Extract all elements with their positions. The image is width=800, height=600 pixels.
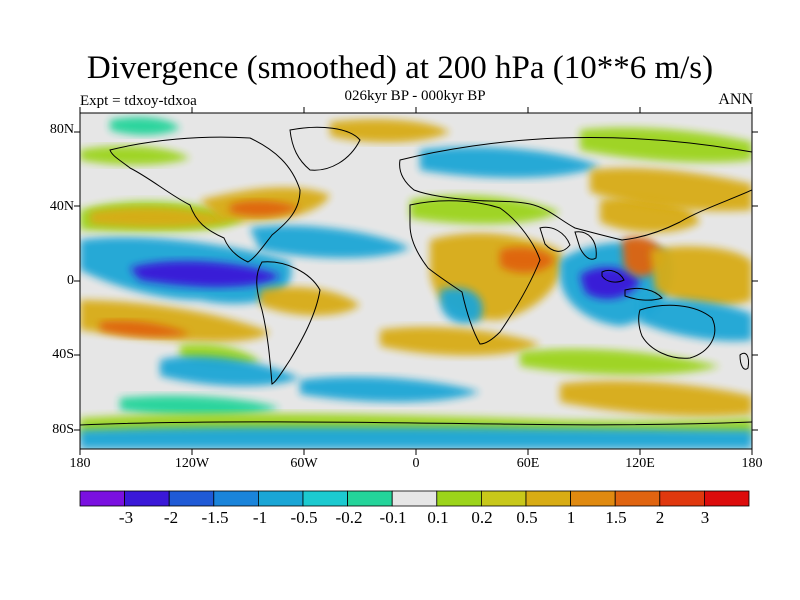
coastline (574, 231, 597, 260)
divergence-contour (260, 286, 360, 316)
x-tick-label: 60W (290, 456, 318, 471)
colorbar-label: -0.1 (379, 508, 407, 527)
divergence-contour (250, 225, 410, 258)
colorbar-box (570, 490, 616, 507)
coastline (289, 126, 361, 171)
divergence-contour (160, 356, 300, 387)
colorbar-box (704, 490, 750, 507)
colorbar-box (391, 490, 438, 507)
y-tick-label: 0 (67, 273, 74, 288)
coastlines (80, 126, 752, 426)
divergence-contour (590, 167, 752, 212)
colorbar-label: 0.5 (516, 508, 538, 527)
colorbar-box (480, 490, 527, 507)
colorbar-box (302, 490, 348, 507)
y-tick-label: 80S (52, 422, 74, 437)
divergence-contour (560, 380, 752, 417)
colorbar (79, 490, 750, 507)
colorbar-box (213, 490, 259, 507)
experiment-label: Expt = tdxoy-tdxoa (80, 93, 197, 109)
divergence-contour (80, 145, 190, 165)
y-tick-label: 80N (49, 122, 74, 137)
divergence-contour (230, 200, 300, 217)
colorbar-label: -3 (118, 508, 134, 527)
divergence-contour (80, 426, 752, 449)
divergence-contour (300, 376, 480, 402)
coastline (739, 352, 749, 370)
divergence-contour (580, 127, 752, 163)
x-tick-label: 120W (174, 456, 210, 471)
colorbar-label: 3 (700, 508, 710, 527)
divergence-contour (330, 119, 450, 143)
colorbar-label: 2 (655, 508, 665, 527)
divergence-contour (130, 261, 280, 288)
colorbar-label: -1.5 (201, 508, 229, 527)
divergence-contour (110, 117, 180, 135)
colorbar-box (614, 490, 661, 507)
colorbar-label: -0.5 (290, 508, 318, 527)
colorbar-box (79, 490, 125, 507)
y-tick-label: 40S (52, 347, 74, 362)
colorbar-box (659, 490, 705, 507)
colorbar-box (525, 490, 571, 507)
colorbar-box (257, 490, 304, 507)
colorbar-label: 0.2 (471, 508, 493, 527)
x-tick-label: 180 (741, 456, 763, 471)
coastline (109, 136, 301, 263)
colorbar-label: -2 (163, 508, 179, 527)
x-tick-label: 120E (625, 456, 655, 471)
divergence-contour (640, 298, 752, 342)
divergence-contour (380, 326, 540, 356)
colorbar-box (347, 490, 393, 507)
coastline (409, 200, 541, 345)
colorbar-label: 0.1 (427, 508, 449, 527)
colorbar-label: -1 (252, 508, 268, 527)
coastline (399, 137, 752, 241)
coastline (638, 304, 716, 359)
y-tick-label: 40N (49, 199, 74, 214)
divergence-contour (650, 246, 752, 307)
coastline (624, 287, 663, 301)
divergence-contour (440, 287, 483, 324)
divergence-contour (520, 348, 720, 376)
season-label: ANN (718, 91, 753, 108)
colorbar-label: 1 (566, 508, 576, 527)
coastline (601, 269, 625, 283)
coastline (539, 226, 571, 252)
colorbar-label: 1.5 (605, 508, 627, 527)
colorbar-box (168, 490, 215, 507)
x-tick-label: 180 (69, 456, 91, 471)
x-tick-label: 60E (516, 456, 540, 471)
divergence-contour (120, 395, 280, 417)
divergence-contour (100, 320, 190, 337)
plot-subtitle: 026kyr BP - 000kyr BP (344, 88, 486, 104)
colorbar-label: -0.2 (335, 508, 363, 527)
divergence-contour (90, 207, 230, 228)
x-tick-label: 0 (412, 456, 420, 471)
colorbar-box (436, 490, 482, 507)
coastline (256, 261, 321, 385)
plot-title: Divergence (smoothed) at 200 hPa (10**6 … (86, 50, 714, 86)
divergence-contour (420, 146, 600, 178)
divergence-contour (500, 247, 555, 273)
coastline (80, 421, 752, 426)
colorbar-box (124, 490, 170, 507)
axis-ticks (74, 107, 758, 455)
